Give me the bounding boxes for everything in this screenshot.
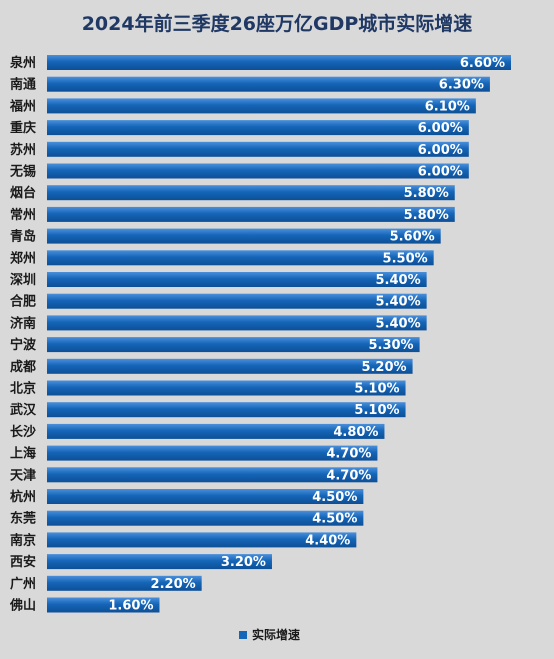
category-label: 长沙	[10, 424, 36, 440]
value-label: 1.60%	[108, 599, 153, 614]
category-label: 北京	[10, 381, 36, 397]
category-label: 泉州	[10, 55, 36, 71]
bar-北京	[47, 380, 406, 396]
category-label: 青岛	[10, 229, 36, 245]
bar-青岛	[47, 228, 441, 244]
value-label: 5.80%	[404, 186, 449, 201]
bar-南京	[47, 532, 357, 548]
category-label: 深圳	[10, 272, 36, 288]
chart-title: 2024年前三季度26座万亿GDP城市实际增速	[82, 12, 473, 35]
category-label: 成都	[10, 359, 36, 375]
value-label: 4.80%	[333, 425, 378, 440]
category-label: 福州	[9, 98, 36, 114]
bar-南通	[47, 76, 490, 92]
category-label: 重庆	[10, 120, 36, 136]
bar-成都	[47, 358, 413, 374]
bar-深圳	[47, 272, 427, 287]
value-label: 5.60%	[390, 230, 435, 245]
value-label: 6.00%	[418, 121, 463, 136]
value-label: 6.10%	[425, 99, 470, 114]
value-labels-group: 6.60% 6.30% 6.10% 6.00% 6.00% 6.00% 5.80% 5.80%…	[108, 56, 505, 614]
bar-宁波	[47, 337, 420, 353]
value-label: 6.30%	[439, 78, 484, 93]
value-label: 5.40%	[376, 316, 421, 331]
category-label: 武汉	[10, 402, 37, 418]
bar-上海	[47, 445, 378, 461]
bar-天津	[47, 467, 378, 483]
bars-group	[47, 55, 511, 613]
bar-泉州	[47, 55, 511, 70]
value-label: 4.70%	[326, 447, 371, 462]
category-label: 杭州	[10, 489, 36, 505]
legend: 实际增速	[239, 627, 300, 642]
value-label: 5.40%	[376, 273, 421, 288]
category-label: 上海	[10, 446, 36, 462]
bar-佛山	[47, 597, 160, 613]
category-label: 烟台	[10, 185, 36, 201]
value-label: 5.10%	[354, 382, 399, 397]
category-label: 广州	[10, 576, 36, 592]
bar-东莞	[47, 510, 364, 526]
value-label: 5.50%	[383, 251, 428, 266]
bar-重庆	[47, 120, 469, 136]
value-label: 5.30%	[368, 338, 413, 353]
value-label: 3.20%	[221, 555, 266, 570]
value-label: 5.20%	[361, 360, 406, 375]
bar-广州	[47, 575, 202, 591]
category-label: 常州	[10, 207, 36, 223]
category-label: 无锡	[9, 164, 36, 180]
value-label: 6.00%	[418, 165, 463, 180]
value-label: 4.70%	[326, 468, 371, 483]
value-label: 5.40%	[376, 295, 421, 310]
legend-label: 实际增速	[252, 627, 300, 642]
category-label: 南通	[10, 77, 36, 93]
bar-武汉	[47, 402, 406, 418]
bar-烟台	[47, 185, 455, 201]
bar-郑州	[47, 250, 434, 266]
category-labels-group: 泉州南通福州重庆苏州无锡烟台常州青岛郑州深圳合肥济南宁波成都北京武汉长沙上海天津…	[9, 55, 37, 614]
legend-swatch	[239, 631, 247, 639]
value-label: 4.50%	[312, 512, 357, 527]
value-label: 6.00%	[418, 143, 463, 158]
category-label: 天津	[10, 467, 36, 483]
value-label: 5.80%	[404, 208, 449, 223]
value-label: 4.40%	[305, 533, 350, 548]
category-label: 东莞	[10, 511, 36, 527]
category-label: 合肥	[10, 294, 36, 310]
bar-长沙	[47, 423, 385, 439]
bar-福州	[47, 98, 476, 114]
bar-无锡	[47, 163, 469, 179]
category-label: 西安	[10, 554, 36, 570]
bar-苏州	[47, 141, 469, 157]
bar-杭州	[47, 489, 364, 504]
category-label: 南京	[10, 532, 36, 548]
category-label: 宁波	[10, 337, 37, 353]
bar-合肥	[47, 293, 427, 309]
value-label: 4.50%	[312, 490, 357, 505]
value-label: 5.10%	[354, 403, 399, 418]
category-label: 郑州	[10, 250, 36, 266]
category-label: 济南	[10, 315, 36, 331]
value-label: 2.20%	[151, 577, 196, 592]
category-label: 苏州	[10, 142, 36, 158]
bar-济南	[47, 315, 427, 331]
bar-常州	[47, 206, 455, 222]
value-label: 6.60%	[460, 56, 505, 71]
bar-西安	[47, 554, 272, 570]
category-label: 佛山	[9, 598, 36, 614]
